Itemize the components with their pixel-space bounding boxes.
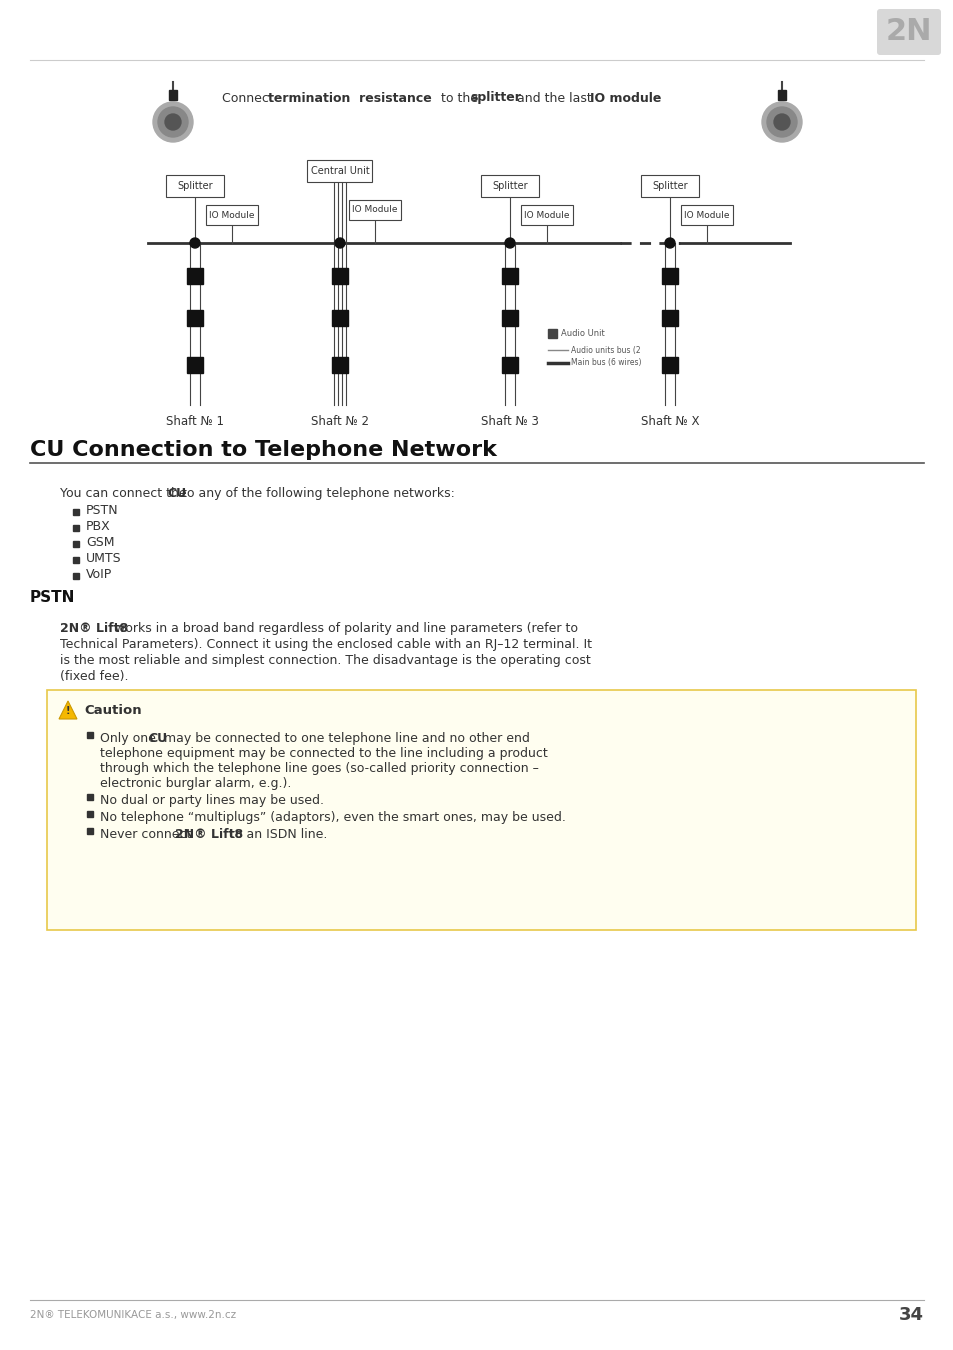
- Text: may be connected to one telephone line and no other end: may be connected to one telephone line a…: [159, 732, 529, 745]
- Circle shape: [165, 113, 181, 130]
- Text: Only one: Only one: [100, 732, 160, 745]
- Text: IO module: IO module: [589, 92, 660, 104]
- FancyBboxPatch shape: [307, 161, 372, 182]
- Text: CU: CU: [167, 487, 186, 500]
- Bar: [332, 356, 348, 373]
- Text: 2N: 2N: [884, 18, 931, 46]
- Bar: [187, 356, 203, 373]
- Polygon shape: [59, 701, 77, 720]
- Bar: [73, 572, 79, 579]
- Text: Shaft № 2: Shaft № 2: [311, 414, 369, 428]
- Text: UMTS: UMTS: [86, 552, 121, 564]
- Bar: [73, 509, 79, 514]
- Text: IO Module: IO Module: [352, 205, 397, 215]
- Circle shape: [664, 238, 675, 248]
- Text: CU: CU: [148, 732, 167, 745]
- FancyBboxPatch shape: [640, 176, 699, 197]
- Text: No telephone “multiplugs” (adaptors), even the smart ones, may be used.: No telephone “multiplugs” (adaptors), ev…: [100, 811, 565, 824]
- FancyBboxPatch shape: [520, 205, 573, 225]
- FancyBboxPatch shape: [166, 176, 224, 197]
- Text: telephone equipment may be connected to the line including a product: telephone equipment may be connected to …: [100, 747, 547, 760]
- Bar: [73, 525, 79, 531]
- Text: Audio units bus (2: Audio units bus (2: [571, 346, 640, 355]
- Text: to the: to the: [436, 92, 481, 104]
- Text: electronic burglar alarm, e.g.).: electronic burglar alarm, e.g.).: [100, 778, 291, 790]
- FancyBboxPatch shape: [680, 205, 732, 225]
- Circle shape: [504, 238, 515, 248]
- Text: Caution: Caution: [84, 705, 141, 717]
- FancyBboxPatch shape: [876, 9, 940, 55]
- Bar: [73, 541, 79, 547]
- Text: to any of the following telephone networks:: to any of the following telephone networ…: [178, 487, 455, 500]
- Bar: [73, 558, 79, 563]
- Bar: [501, 269, 517, 284]
- Text: Never connect: Never connect: [100, 828, 195, 841]
- Bar: [87, 732, 92, 738]
- Text: Central Unit: Central Unit: [311, 166, 369, 176]
- FancyBboxPatch shape: [206, 205, 257, 225]
- Bar: [87, 828, 92, 834]
- Circle shape: [335, 238, 345, 248]
- Text: through which the telephone line goes (so-called priority connection –: through which the telephone line goes (s…: [100, 761, 538, 775]
- Text: Splitter: Splitter: [652, 181, 687, 190]
- Text: 34: 34: [898, 1305, 923, 1324]
- Text: Splitter: Splitter: [177, 181, 213, 190]
- Text: You can connect the: You can connect the: [60, 487, 191, 500]
- Text: Splitter: Splitter: [492, 181, 527, 190]
- Bar: [169, 90, 177, 100]
- Text: Audio Unit: Audio Unit: [560, 329, 604, 339]
- Text: CU Connection to Telephone Network: CU Connection to Telephone Network: [30, 440, 497, 460]
- Circle shape: [773, 113, 789, 130]
- Text: 2N® TELEKOMUNIKACE a.s., www.2n.cz: 2N® TELEKOMUNIKACE a.s., www.2n.cz: [30, 1310, 236, 1320]
- Circle shape: [761, 103, 801, 142]
- Text: PSTN: PSTN: [30, 590, 75, 605]
- FancyBboxPatch shape: [47, 690, 915, 930]
- Bar: [187, 269, 203, 284]
- Text: and the last: and the last: [513, 92, 595, 104]
- Text: is the most reliable and simplest connection. The disadvantage is the operating : is the most reliable and simplest connec…: [60, 653, 590, 667]
- Bar: [87, 794, 92, 801]
- Circle shape: [766, 107, 796, 136]
- Text: !: !: [66, 706, 71, 716]
- Text: Shaft № X: Shaft № X: [640, 414, 699, 428]
- Bar: [661, 356, 678, 373]
- Text: Shaft № 1: Shaft № 1: [166, 414, 224, 428]
- Circle shape: [158, 107, 188, 136]
- Text: IO Module: IO Module: [209, 211, 254, 220]
- Text: Connect: Connect: [222, 92, 277, 104]
- Text: VoIP: VoIP: [86, 567, 112, 580]
- Circle shape: [152, 103, 193, 142]
- Text: PBX: PBX: [86, 520, 111, 532]
- Text: Shaft № 3: Shaft № 3: [480, 414, 538, 428]
- Bar: [332, 269, 348, 284]
- Bar: [501, 356, 517, 373]
- Bar: [187, 310, 203, 325]
- Text: PSTN: PSTN: [86, 504, 118, 517]
- Bar: [87, 811, 92, 817]
- Circle shape: [190, 238, 200, 248]
- Text: splitter: splitter: [470, 92, 520, 104]
- Bar: [778, 90, 785, 100]
- Text: GSM: GSM: [86, 536, 114, 548]
- Text: Technical Parameters). Connect it using the enclosed cable with an RJ–12 termina: Technical Parameters). Connect it using …: [60, 639, 592, 651]
- Text: works in a broad band regardless of polarity and line parameters (refer to: works in a broad band regardless of pola…: [112, 622, 578, 634]
- FancyBboxPatch shape: [480, 176, 538, 197]
- Text: to an ISDN line.: to an ISDN line.: [226, 828, 327, 841]
- FancyBboxPatch shape: [349, 200, 400, 220]
- Bar: [661, 310, 678, 325]
- Text: (fixed fee).: (fixed fee).: [60, 670, 129, 683]
- Text: IO Module: IO Module: [524, 211, 569, 220]
- Bar: [332, 310, 348, 325]
- Text: IO Module: IO Module: [683, 211, 729, 220]
- Bar: [661, 269, 678, 284]
- Text: 2N® Lift8: 2N® Lift8: [174, 828, 243, 841]
- Text: 2N® Lift8: 2N® Lift8: [60, 622, 128, 634]
- Text: Main bus (6 wires): Main bus (6 wires): [571, 359, 640, 367]
- Bar: [547, 329, 557, 338]
- Text: No dual or party lines may be used.: No dual or party lines may be used.: [100, 794, 324, 807]
- Text: termination  resistance: termination resistance: [268, 92, 432, 104]
- Bar: [501, 310, 517, 325]
